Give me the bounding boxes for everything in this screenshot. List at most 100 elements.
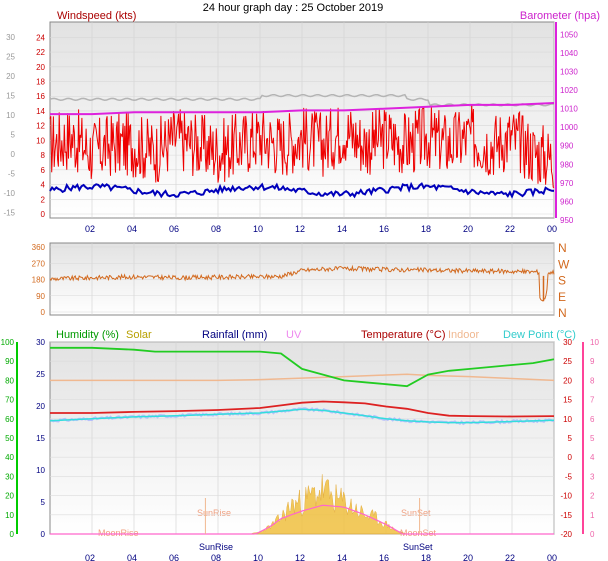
outer-axis-tick-label: -10 (3, 189, 15, 198)
humidity-tick-label: 30 (5, 472, 14, 481)
indoor-temperature-line (50, 373, 555, 382)
outer-axis-tick-label: 25 (6, 53, 15, 62)
wind-direction-line (49, 264, 555, 302)
windspeed-tick-label: 10 (36, 136, 45, 145)
rainfall-tick-label: 25 (36, 370, 45, 379)
outer-axis-tick-label: 20 (6, 72, 15, 81)
direction-tick-label: 0 (41, 308, 46, 317)
humidity-tick-label: 10 (5, 511, 14, 520)
temperature-tick-label: 25 (563, 357, 572, 366)
humidity-tick-label: 80 (5, 376, 14, 385)
x-tick-label: 20 (463, 553, 473, 561)
temperature-label: Temperature (°C) (361, 329, 445, 341)
barometer-tick-label: 960 (560, 197, 574, 206)
windspeed-tick-label: 22 (36, 48, 45, 57)
x-tick-label: 08 (211, 224, 221, 234)
x-tick-label: 04 (127, 224, 137, 234)
uv-tick-label: 3 (590, 472, 595, 481)
humidity-tick-label: 50 (5, 434, 14, 443)
x-tick-label: 20 (463, 224, 473, 234)
windspeed-tick-label: 20 (36, 63, 45, 72)
x-tick-label: 00 (547, 553, 557, 561)
compass-letter-label: W (558, 257, 570, 271)
barometer-tick-label: 980 (560, 160, 574, 169)
temperature-tick-label: 5 (568, 434, 573, 443)
temperature-tick-label: 30 (563, 338, 572, 347)
sunset-annotation: SunSet (401, 508, 431, 518)
x-tick-label: 04 (127, 553, 137, 561)
windspeed-tick-label: 8 (41, 151, 46, 160)
compass-letter-label: S (558, 274, 566, 288)
x-tick-label: 14 (337, 553, 347, 561)
humidity-tick-label: 100 (1, 338, 15, 347)
x-tick-label: 00 (547, 224, 557, 234)
temperature-tick-label: -10 (560, 492, 572, 501)
rainfall-label: Rainfall (mm) (202, 329, 267, 341)
rainfall-tick-label: 5 (41, 498, 46, 507)
uv-tick-label: 8 (590, 376, 595, 385)
moonrise-annotation: MoonRise (98, 528, 139, 538)
barometer-line (50, 102, 555, 116)
windspeed-tick-label: 16 (36, 92, 45, 101)
uv-tick-label: 6 (590, 415, 595, 424)
compass-letter-label: N (558, 241, 567, 255)
barometer-tick-label: 1030 (560, 67, 578, 76)
outer-axis-tick-label: 30 (6, 33, 15, 42)
barometer-axis-label: Barometer (hpa) (520, 10, 600, 22)
outer-axis-tick-label: 0 (11, 150, 16, 159)
windspeed-line (49, 104, 555, 189)
sunrise-annotation: SunRise (197, 508, 231, 518)
windspeed-tick-label: 14 (36, 107, 45, 116)
uv-tick-label: 2 (590, 492, 595, 501)
x-tick-label: 16 (379, 224, 389, 234)
x-tick-label: 10 (253, 224, 263, 234)
uv-tick-label: 4 (590, 453, 595, 462)
compass-letter-label: E (558, 290, 566, 304)
dewpoint-line (49, 408, 555, 424)
x-tick-label: 18 (421, 224, 431, 234)
temperature-tick-label: 20 (563, 376, 572, 385)
direction-tick-label: 180 (32, 276, 46, 285)
direction-tick-label: 90 (36, 292, 45, 301)
x-tick-label: 06 (169, 553, 179, 561)
x-tick-label: 06 (169, 224, 179, 234)
windspeed-tick-label: 2 (41, 195, 46, 204)
compass-letter-label: N (558, 306, 567, 320)
windspeed-tick-label: 12 (36, 122, 45, 131)
moonset-annotation: MoonSet (400, 528, 437, 538)
rainfall-tick-label: 10 (36, 466, 45, 475)
uv-tick-label: 9 (590, 357, 595, 366)
temperature-tick-label: -20 (560, 530, 572, 539)
sunset-axis-marker: SunSet (403, 542, 433, 552)
temperature-tick-label: 15 (563, 396, 572, 405)
rainfall-tick-label: 0 (41, 530, 46, 539)
humidity-tick-label: 0 (10, 530, 15, 539)
barometer-tick-label: 1020 (560, 86, 578, 95)
indoor-label: Indoor (448, 329, 480, 341)
direction-tick-label: 360 (32, 243, 46, 252)
windspeed-tick-label: 24 (36, 33, 45, 42)
humidity-tick-label: 20 (5, 492, 14, 501)
x-tick-label: 16 (379, 553, 389, 561)
uv-line (50, 504, 554, 535)
average-wind-line (49, 181, 555, 199)
x-tick-label: 22 (505, 553, 515, 561)
rainfall-tick-label: 20 (36, 402, 45, 411)
uv-tick-label: 5 (590, 434, 595, 443)
humidity-label: Humidity (%) (56, 329, 119, 341)
x-tick-label: 02 (85, 553, 95, 561)
uv-tick-label: 10 (590, 338, 599, 347)
barometer-tick-label: 1000 (560, 123, 578, 132)
x-tick-label: 08 (211, 553, 221, 561)
temperature-tick-label: -5 (565, 472, 573, 481)
humidity-tick-label: 60 (5, 415, 14, 424)
windspeed-tick-label: 0 (41, 210, 46, 219)
barometer-tick-label: 950 (560, 216, 574, 225)
sunrise-axis-marker: SunRise (199, 542, 233, 552)
uv-tick-label: 1 (590, 511, 595, 520)
dewpoint-label: Dew Point (°C) (503, 329, 576, 341)
windspeed-tick-label: 18 (36, 78, 45, 87)
x-tick-label: 12 (295, 553, 305, 561)
humidity-tick-label: 90 (5, 357, 14, 366)
